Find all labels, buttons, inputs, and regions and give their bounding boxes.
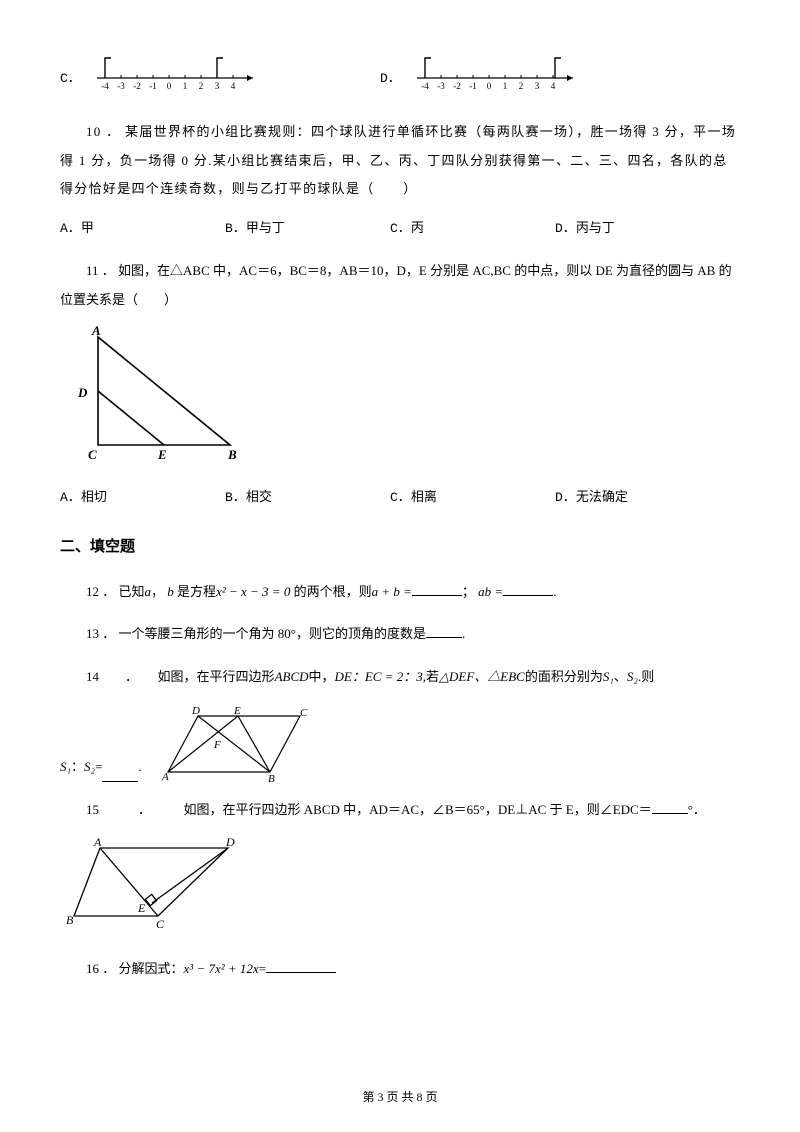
svg-text:0: 0: [167, 81, 172, 91]
page-footer: 第 3 页 共 8 页: [0, 1084, 800, 1110]
q14-parallelogram: A B C D E F: [150, 704, 315, 782]
svg-text:-2: -2: [453, 81, 461, 91]
svg-text:C: C: [156, 917, 165, 930]
q10-choices: A．甲 B．甲与丁 C．丙 D．丙与丁: [60, 214, 740, 244]
svg-text:B: B: [268, 773, 275, 782]
svg-text:F: F: [213, 739, 221, 751]
q16-blank: [266, 960, 336, 973]
svg-text:C: C: [300, 707, 308, 719]
q11-choice-c: C．相离: [390, 483, 555, 513]
number-line-c: -4 -3 -2 -1 0 1 2 3 4: [87, 50, 261, 94]
q12-blank-2: [503, 583, 553, 596]
q11-figure: A D C E B: [60, 325, 740, 474]
option-d-label: D．: [380, 65, 401, 94]
svg-text:E: E: [233, 705, 241, 717]
q10-text: 10 ． 某届世界杯的小组比赛规则：四个球队进行单循环比赛（每两队赛一场），胜一…: [60, 118, 740, 204]
svg-text:-1: -1: [469, 81, 477, 91]
q12-blank-1: [412, 583, 462, 596]
svg-text:E: E: [157, 447, 167, 462]
q12: 12 ． 已知a， b 是方程x² − x − 3 = 0 的两个根，则a + …: [60, 578, 740, 607]
q11-choice-d: D．无法确定: [555, 483, 720, 513]
q11-sep: ．: [102, 263, 115, 278]
q11-choices: A．相切 B．相交 C．相离 D．无法确定: [60, 483, 740, 513]
svg-text:1: 1: [183, 81, 188, 91]
q14-line2: S₁：S₂=. AB CD EF: [60, 704, 740, 782]
svg-text:4: 4: [231, 81, 236, 91]
svg-text:A: A: [161, 771, 169, 782]
q9-options-row: C． -4 -3 -2 -1 0 1 2 3 4 D．: [60, 50, 740, 94]
svg-text:3: 3: [215, 81, 220, 91]
option-c-label: C．: [60, 65, 81, 94]
svg-text:3: 3: [535, 81, 540, 91]
svg-text:D: D: [225, 835, 235, 849]
q10-num: 10: [86, 124, 102, 139]
svg-text:C: C: [88, 447, 97, 462]
q14-blank: [102, 769, 138, 782]
q12-eq: x² − x − 3 = 0: [216, 584, 290, 599]
q15-parallelogram: A D B C E: [60, 834, 245, 930]
q11-choice-a: A．相切: [60, 483, 225, 513]
svg-text:-1: -1: [149, 81, 157, 91]
svg-text:E: E: [137, 901, 146, 915]
q10-body: 某届世界杯的小组比赛规则：四个球队进行单循环比赛（每两队赛一场），胜一场得 3 …: [60, 124, 736, 196]
svg-text:1: 1: [503, 81, 508, 91]
svg-text:0: 0: [487, 81, 492, 91]
section-2-header: 二、填空题: [60, 531, 740, 564]
svg-text:-3: -3: [437, 81, 445, 91]
q9-option-c: C． -4 -3 -2 -1 0 1 2 3 4: [60, 50, 380, 94]
q15-line1: 15 ． 如图，在平行四边形 ABCD 中，AD＝AC，∠B＝65°，DE⊥AC…: [60, 796, 740, 825]
q11-choice-b: B．相交: [225, 483, 390, 513]
q11-body: 如图，在△ABC 中，AC＝6，BC＝8，AB＝10，D，E 分别是 AC,BC…: [60, 263, 732, 307]
svg-text:D: D: [191, 705, 200, 717]
svg-text:B: B: [227, 447, 237, 462]
q13-blank: [426, 625, 462, 638]
q10-choice-d: D．丙与丁: [555, 214, 720, 244]
svg-text:2: 2: [199, 81, 204, 91]
q10-choice-a: A．甲: [60, 214, 225, 244]
q14-line1: 14 ． 如图，在平行四边形ABCD中，DE：EC = 2：3,若△DEF、△E…: [60, 663, 740, 692]
q10-sep: ．: [106, 124, 120, 139]
q16: 16 ． 分解因式：x³ − 7x² + 12x=: [60, 955, 740, 984]
triangle-svg: A D C E B: [60, 325, 245, 463]
q13: 13 ． 一个等腰三角形的一个角为 80°，则它的顶角的度数是.: [60, 620, 740, 649]
svg-text:A: A: [91, 325, 101, 338]
q11-num: 11: [86, 263, 99, 278]
svg-text:A: A: [93, 835, 102, 849]
q11-text: 11 ． 如图，在△ABC 中，AC＝6，BC＝8，AB＝10，D，E 分别是 …: [60, 257, 740, 314]
q10-choice-c: C．丙: [390, 214, 555, 244]
svg-text:2: 2: [519, 81, 524, 91]
q9-option-d: D． -4 -3 -2 -1 0 1 2 3 4: [380, 50, 581, 94]
svg-text:4: 4: [551, 81, 556, 91]
svg-text:-2: -2: [133, 81, 141, 91]
svg-text:D: D: [77, 385, 88, 400]
svg-text:B: B: [66, 913, 74, 927]
number-line-d: -4 -3 -2 -1 0 1 2 3 4: [407, 50, 581, 94]
q15-figure: A D B C E: [60, 834, 740, 941]
svg-text:-4: -4: [101, 81, 109, 91]
q10-choice-b: B．甲与丁: [225, 214, 390, 244]
svg-text:-4: -4: [421, 81, 429, 91]
svg-text:-3: -3: [117, 81, 125, 91]
q15-blank: [652, 801, 688, 814]
